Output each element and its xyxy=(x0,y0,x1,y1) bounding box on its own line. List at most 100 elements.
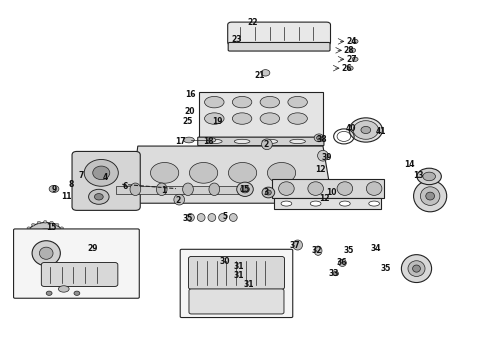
Ellipse shape xyxy=(414,180,447,212)
Ellipse shape xyxy=(219,213,226,221)
Ellipse shape xyxy=(150,162,179,183)
Ellipse shape xyxy=(27,245,30,247)
Text: 21: 21 xyxy=(254,71,265,80)
FancyBboxPatch shape xyxy=(189,289,284,314)
Ellipse shape xyxy=(232,113,252,124)
Ellipse shape xyxy=(350,48,356,53)
Text: 25: 25 xyxy=(183,117,193,126)
Polygon shape xyxy=(199,93,323,137)
Text: 24: 24 xyxy=(346,37,356,46)
Text: 12: 12 xyxy=(315,166,326,175)
Text: 5: 5 xyxy=(222,212,227,221)
Ellipse shape xyxy=(314,246,322,255)
Ellipse shape xyxy=(44,221,47,223)
Text: 31: 31 xyxy=(234,262,245,271)
Ellipse shape xyxy=(333,271,339,276)
Text: 14: 14 xyxy=(404,160,415,169)
Ellipse shape xyxy=(50,251,53,253)
Ellipse shape xyxy=(156,183,167,195)
Text: 20: 20 xyxy=(185,107,195,116)
Ellipse shape xyxy=(266,190,271,195)
Text: 32: 32 xyxy=(312,246,322,255)
Ellipse shape xyxy=(401,255,432,283)
Ellipse shape xyxy=(408,261,425,276)
Ellipse shape xyxy=(340,201,350,206)
Text: 41: 41 xyxy=(375,127,386,136)
Ellipse shape xyxy=(261,69,270,76)
Ellipse shape xyxy=(64,236,68,238)
Ellipse shape xyxy=(55,248,59,251)
Text: 37: 37 xyxy=(290,240,300,249)
Ellipse shape xyxy=(84,159,118,186)
Ellipse shape xyxy=(288,96,307,108)
Polygon shape xyxy=(116,186,240,194)
Ellipse shape xyxy=(317,136,321,140)
Ellipse shape xyxy=(49,185,59,193)
Ellipse shape xyxy=(184,137,195,143)
Text: 7: 7 xyxy=(78,171,83,180)
Ellipse shape xyxy=(63,240,67,243)
Ellipse shape xyxy=(234,139,250,144)
Ellipse shape xyxy=(361,126,371,134)
Ellipse shape xyxy=(339,259,346,266)
Text: 10: 10 xyxy=(326,188,337,197)
Ellipse shape xyxy=(190,162,218,183)
Ellipse shape xyxy=(183,183,194,195)
Ellipse shape xyxy=(268,162,295,183)
Ellipse shape xyxy=(232,96,252,108)
Ellipse shape xyxy=(31,224,35,226)
Ellipse shape xyxy=(337,182,353,195)
Text: 12: 12 xyxy=(319,194,330,203)
Ellipse shape xyxy=(34,229,56,246)
Ellipse shape xyxy=(208,138,216,142)
Ellipse shape xyxy=(130,183,141,195)
Text: 13: 13 xyxy=(413,171,424,180)
Ellipse shape xyxy=(228,162,257,183)
Ellipse shape xyxy=(89,189,109,204)
Ellipse shape xyxy=(197,213,205,221)
Ellipse shape xyxy=(27,227,30,229)
Text: 9: 9 xyxy=(51,185,57,194)
Ellipse shape xyxy=(46,291,52,296)
Text: 30: 30 xyxy=(220,257,230,266)
Text: 29: 29 xyxy=(88,244,98,253)
Ellipse shape xyxy=(229,213,237,221)
Ellipse shape xyxy=(206,139,222,144)
Text: 33: 33 xyxy=(329,269,340,278)
Text: 38: 38 xyxy=(317,135,327,144)
Text: 1: 1 xyxy=(161,186,166,195)
Polygon shape xyxy=(272,179,384,198)
Ellipse shape xyxy=(60,227,64,229)
Ellipse shape xyxy=(423,172,436,181)
Ellipse shape xyxy=(367,182,382,195)
Ellipse shape xyxy=(93,166,110,180)
Ellipse shape xyxy=(349,118,382,142)
Ellipse shape xyxy=(262,139,272,150)
FancyBboxPatch shape xyxy=(198,137,324,146)
Ellipse shape xyxy=(262,139,278,144)
Text: 6: 6 xyxy=(122,181,127,190)
FancyBboxPatch shape xyxy=(72,152,140,210)
Ellipse shape xyxy=(347,66,353,70)
Text: 35: 35 xyxy=(183,214,193,223)
Text: 22: 22 xyxy=(247,18,258,27)
Text: 15: 15 xyxy=(47,222,57,231)
FancyBboxPatch shape xyxy=(41,262,118,287)
Ellipse shape xyxy=(426,192,435,200)
Text: 39: 39 xyxy=(321,153,332,162)
Text: 36: 36 xyxy=(336,258,347,267)
Ellipse shape xyxy=(288,113,307,124)
Text: 26: 26 xyxy=(341,64,352,73)
Ellipse shape xyxy=(74,291,80,296)
Ellipse shape xyxy=(352,39,358,44)
Ellipse shape xyxy=(417,168,441,185)
Ellipse shape xyxy=(60,245,64,247)
Text: 23: 23 xyxy=(231,35,242,44)
Ellipse shape xyxy=(279,182,294,195)
Ellipse shape xyxy=(293,240,302,250)
Ellipse shape xyxy=(37,221,41,224)
Ellipse shape xyxy=(241,186,249,193)
Ellipse shape xyxy=(310,201,321,206)
Ellipse shape xyxy=(237,182,253,197)
Text: 35: 35 xyxy=(343,246,354,255)
